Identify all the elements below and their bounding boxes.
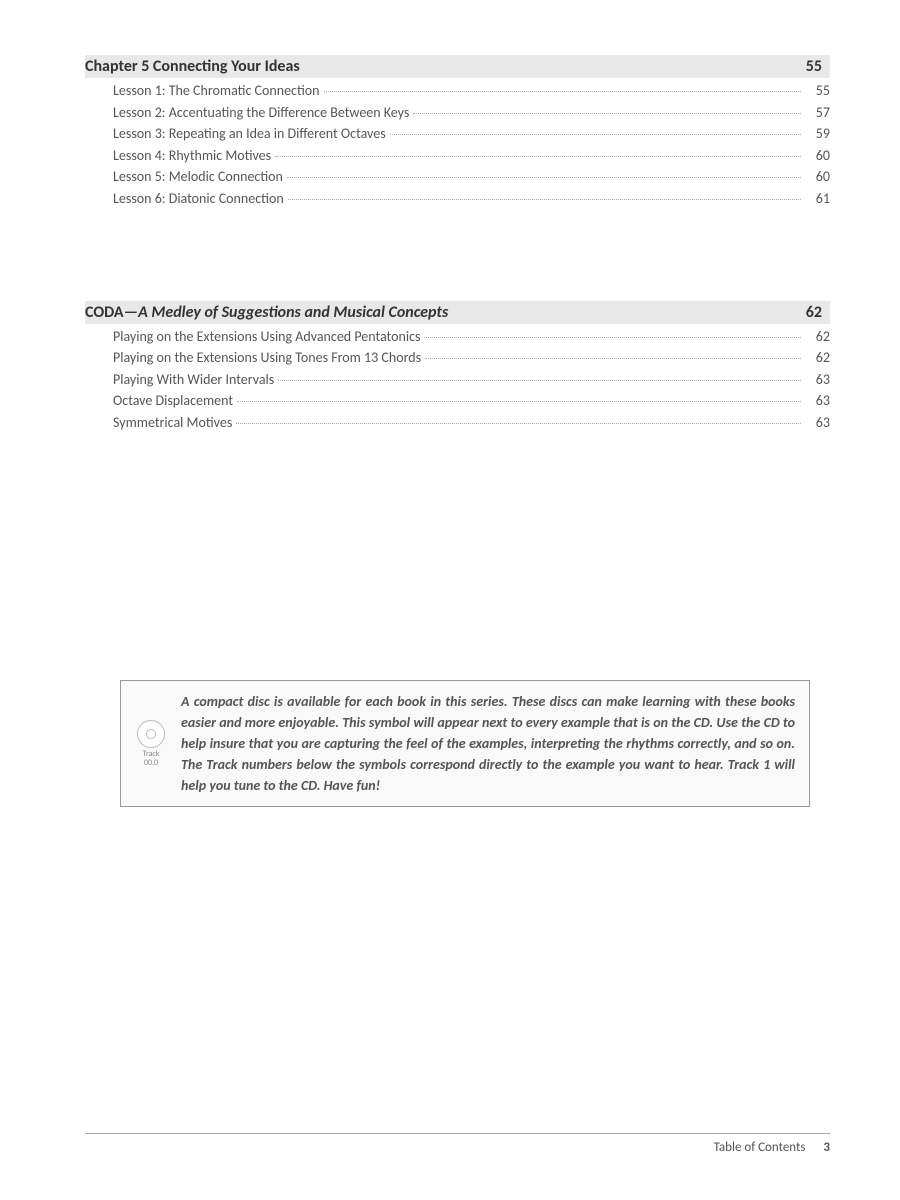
- chapter-header: Chapter 5 Connecting Your Ideas 55: [85, 55, 830, 78]
- coda-title-bold: CODA—: [85, 303, 138, 322]
- toc-page: 60: [805, 167, 830, 187]
- toc-label: Lesson 2: Accentuating the Difference Be…: [113, 103, 409, 123]
- toc-page: 59: [805, 124, 830, 144]
- chapter-page: 55: [792, 57, 822, 76]
- cd-icon: [137, 720, 165, 748]
- toc-page: 62: [805, 348, 830, 368]
- toc-dots: [237, 401, 801, 402]
- toc-item: Lesson 4: Rhythmic Motives 60: [113, 146, 830, 166]
- toc-item: Symmetrical Motives 63: [113, 413, 830, 433]
- toc-item: Lesson 5: Melodic Connection 60: [113, 167, 830, 187]
- toc-page: 63: [805, 413, 830, 433]
- toc-dots: [424, 337, 801, 338]
- toc-page: 60: [805, 146, 830, 166]
- toc-dots: [425, 358, 801, 359]
- toc-label: Lesson 5: Melodic Connection: [113, 167, 283, 187]
- toc-page: 63: [805, 370, 830, 390]
- toc-dots: [413, 113, 801, 114]
- cd-track-label: Track00.0: [143, 750, 160, 768]
- toc-page: 55: [805, 81, 830, 101]
- coda-header: CODA—A Medley of Suggestions and Musical…: [85, 301, 830, 324]
- coda-title-italic: A Medley of Suggestions and Musical Conc…: [138, 303, 448, 322]
- chapter-title: Chapter 5 Connecting Your Ideas: [85, 57, 792, 76]
- cd-info-box: Track00.0 A compact disc is available fo…: [120, 680, 810, 807]
- toc-item: Lesson 3: Repeating an Idea in Different…: [113, 124, 830, 144]
- toc-page: 57: [805, 103, 830, 123]
- toc-label: Lesson 1: The Chromatic Connection: [113, 81, 320, 101]
- toc-label: Playing With Wider Intervals: [113, 370, 274, 390]
- toc-dots: [288, 199, 801, 200]
- page-footer: Table of Contents 3: [85, 1133, 830, 1155]
- toc-dots: [278, 380, 801, 381]
- toc-item: Playing With Wider Intervals 63: [113, 370, 830, 390]
- toc-page: 62: [805, 327, 830, 347]
- toc-page: 61: [805, 189, 830, 209]
- toc-label: Lesson 4: Rhythmic Motives: [113, 146, 271, 166]
- toc-label: Lesson 6: Diatonic Connection: [113, 189, 284, 209]
- toc-dots: [390, 134, 801, 135]
- toc-dots: [236, 423, 801, 424]
- toc-item: Lesson 2: Accentuating the Difference Be…: [113, 103, 830, 123]
- toc-label: Playing on the Extensions Using Tones Fr…: [113, 348, 421, 368]
- coda-page: 62: [792, 303, 822, 322]
- toc-item: Lesson 6: Diatonic Connection 61: [113, 189, 830, 209]
- toc-page: 63: [805, 391, 830, 411]
- toc-label: Symmetrical Motives: [113, 413, 232, 433]
- toc-dots: [287, 177, 801, 178]
- toc-label: Lesson 3: Repeating an Idea in Different…: [113, 124, 386, 144]
- toc-label: Playing on the Extensions Using Advanced…: [113, 327, 420, 347]
- toc-dots: [324, 91, 801, 92]
- toc-item: Octave Displacement 63: [113, 391, 830, 411]
- toc-label: Octave Displacement: [113, 391, 233, 411]
- footer-label: Table of Contents: [714, 1140, 806, 1155]
- toc-item: Playing on the Extensions Using Advanced…: [113, 327, 830, 347]
- toc-item: Playing on the Extensions Using Tones Fr…: [113, 348, 830, 368]
- cd-box-text: A compact disc is available for each boo…: [181, 691, 795, 796]
- toc-dots: [275, 156, 801, 157]
- footer-page-number: 3: [823, 1140, 830, 1155]
- cd-icon-wrap: Track00.0: [131, 720, 171, 768]
- coda-title: CODA—A Medley of Suggestions and Musical…: [85, 303, 792, 322]
- toc-item: Lesson 1: The Chromatic Connection 55: [113, 81, 830, 101]
